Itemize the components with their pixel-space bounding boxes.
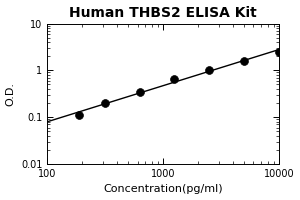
Point bbox=[137, 90, 142, 93]
Point bbox=[277, 50, 281, 53]
Y-axis label: O.D.: O.D. bbox=[6, 82, 16, 106]
Title: Human THBS2 ELISA Kit: Human THBS2 ELISA Kit bbox=[69, 6, 257, 20]
Point bbox=[77, 114, 82, 117]
X-axis label: Concentration(pg/ml): Concentration(pg/ml) bbox=[103, 184, 223, 194]
Point bbox=[172, 78, 177, 81]
Point bbox=[102, 101, 107, 105]
Point bbox=[242, 59, 247, 62]
Point bbox=[207, 69, 212, 72]
